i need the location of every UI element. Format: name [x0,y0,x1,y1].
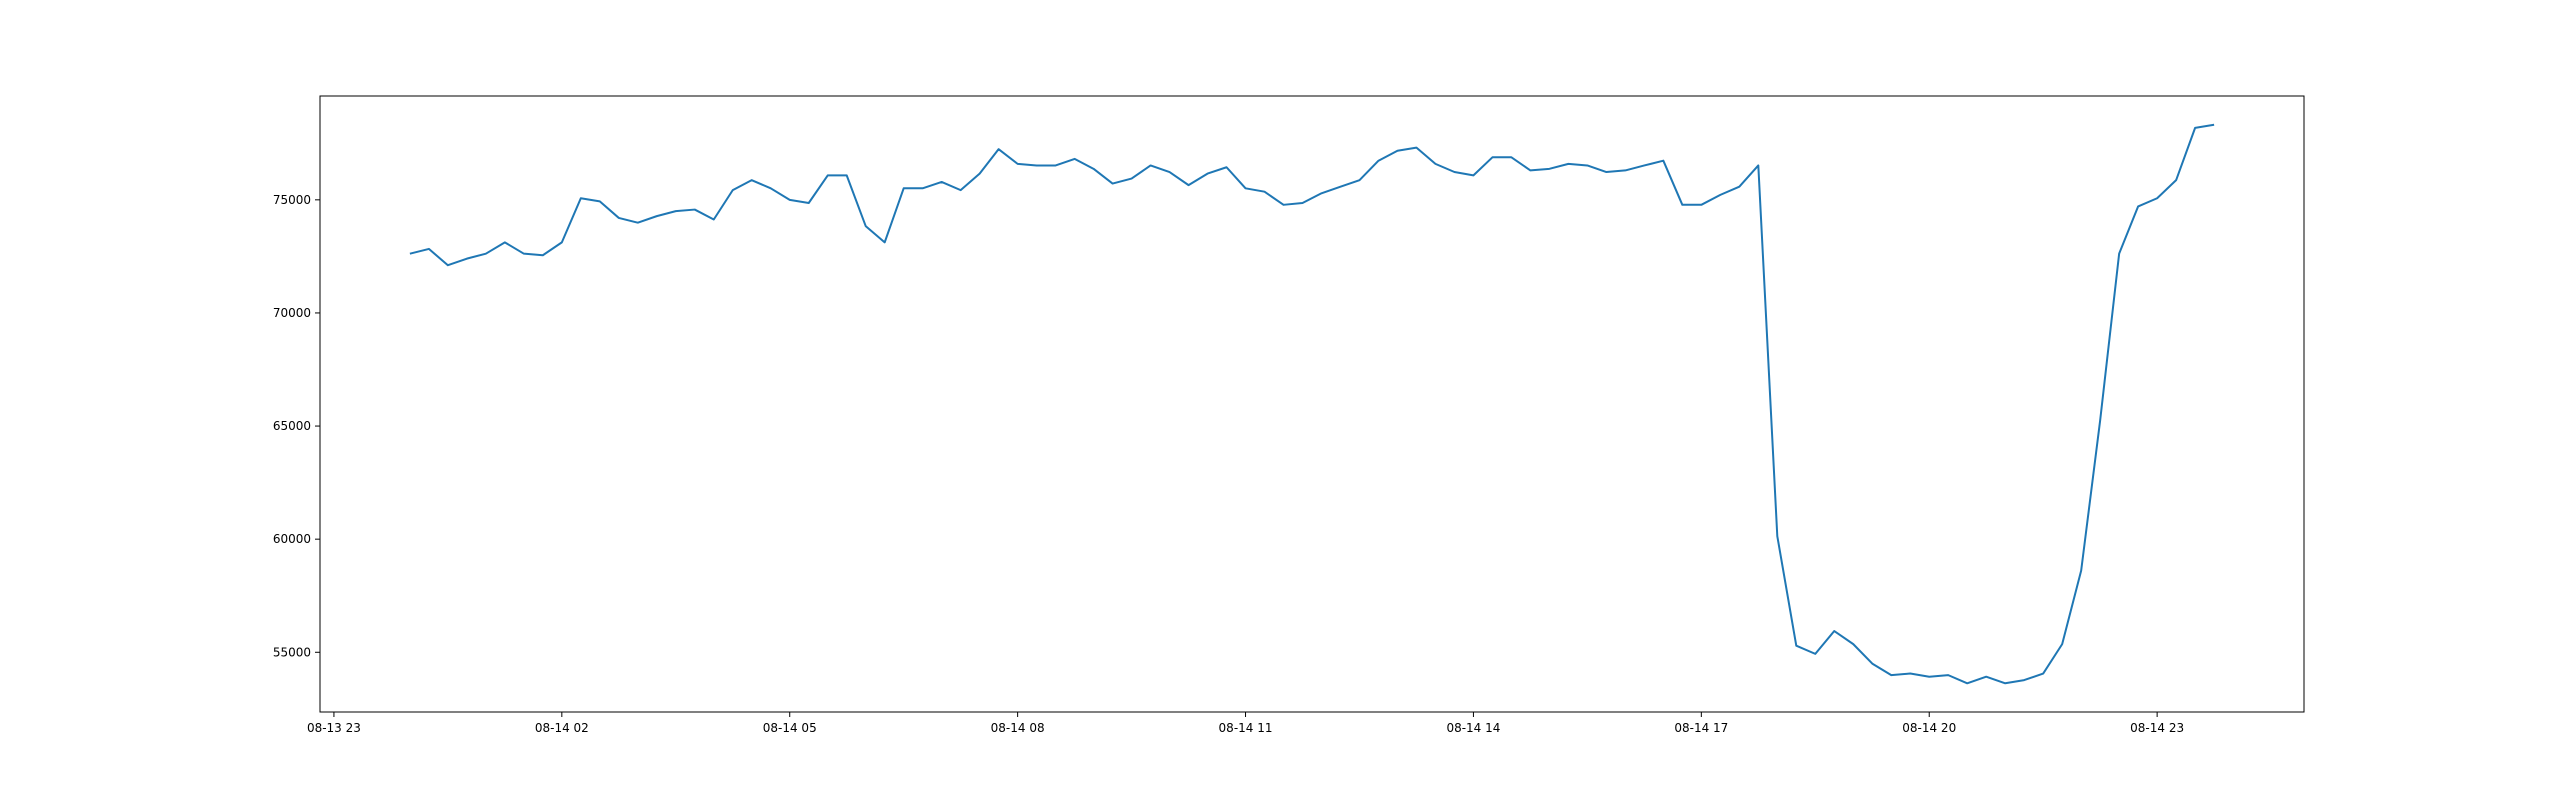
x-tick-label: 08-14 17 [1674,721,1728,735]
y-tick-label: 55000 [273,645,311,659]
plot-frame [319,95,2305,713]
x-tick-label: 08-14 20 [1902,721,1956,735]
y-tick-label: 65000 [273,419,311,433]
y-tick-label: 75000 [273,193,311,207]
y-tick-label: 70000 [273,306,311,320]
x-tick-label: 08-13 23 [307,721,361,735]
x-tick-label: 08-14 14 [1446,721,1500,735]
x-tick-label: 08-14 02 [535,721,589,735]
x-tick-label: 08-14 23 [2130,721,2184,735]
x-tick-label: 08-14 11 [1219,721,1273,735]
data-line [409,123,2215,685]
x-tick-label: 08-14 08 [991,721,1045,735]
x-tick-label: 08-14 05 [763,721,817,735]
y-tick-label: 60000 [273,532,311,546]
